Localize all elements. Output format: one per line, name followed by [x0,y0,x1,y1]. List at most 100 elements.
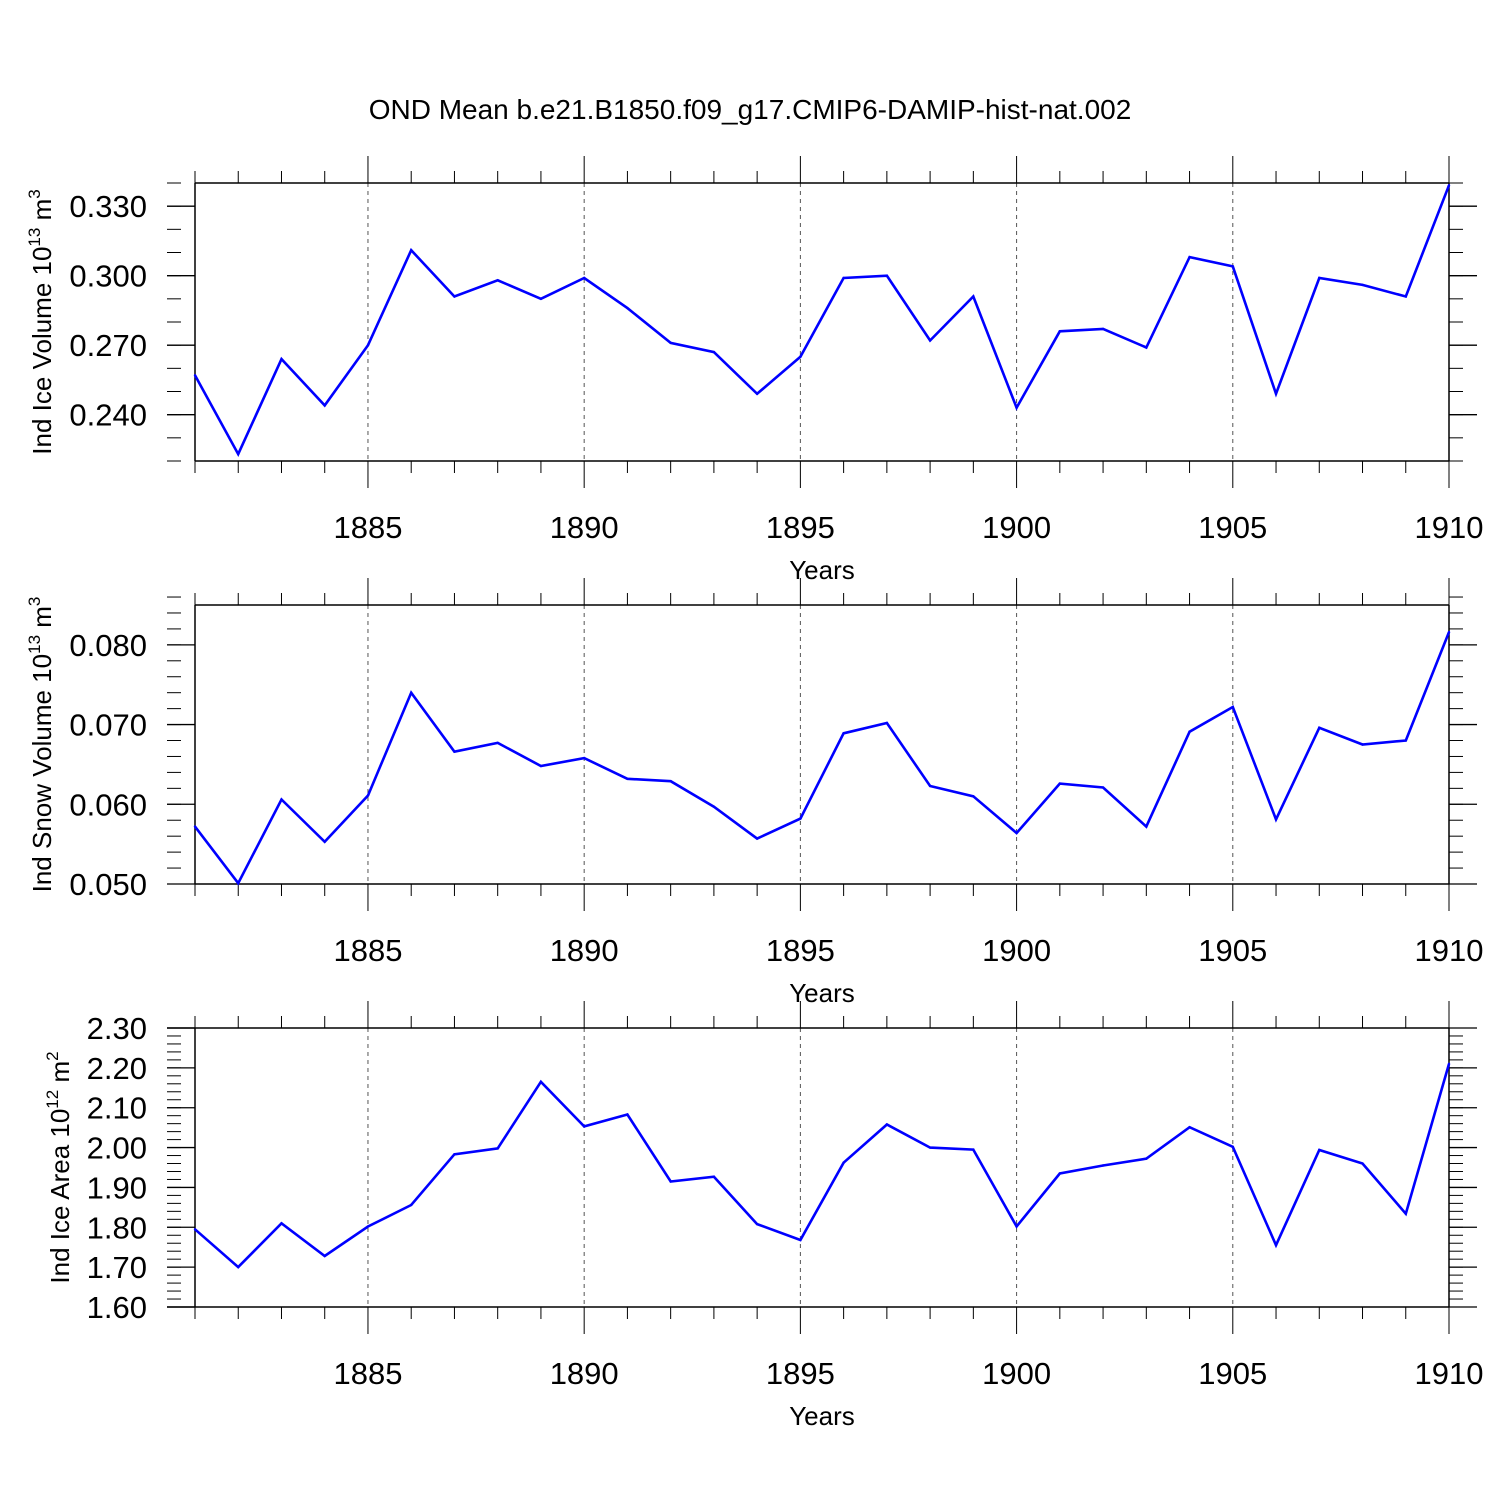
data-point [1058,782,1062,785]
x-tick-label: 1900 [982,933,1051,968]
data-point [1447,630,1451,634]
x-axis-label: Years [789,978,855,1008]
data-point [842,732,845,735]
series-line [194,1063,1451,1269]
data-point [1447,184,1451,187]
data-point [928,339,932,342]
data-point [237,882,240,885]
data-point [972,795,975,798]
y-tick-label: 1.70 [87,1250,147,1285]
data-point [1101,327,1105,331]
data-point [626,1113,629,1116]
data-point [1058,330,1062,333]
y-axis-label-exponent: 13 [25,635,44,654]
x-tick-label: 1890 [550,510,619,545]
x-tick-label: 1895 [766,1356,835,1391]
x-tick-label: 1910 [1415,1356,1484,1391]
data-point [1145,1157,1148,1160]
y-axis-label: Ind Snow Volume 1013 m3 [25,597,57,893]
x-axis-label: Years [789,1401,855,1431]
data-point [626,306,629,310]
data-point [1274,1244,1278,1247]
data-point [842,1161,845,1164]
chart-panel-3: 1885 1890 1895 1900 1905 1910 Years 1.60 1.70 1.8… [43,1001,1483,1431]
y-tick-label: 0.050 [69,867,147,902]
data-point [1274,818,1278,821]
chart-panels: 1885 1890 1895 1900 1905 1910 Years 0.240 0.270 0… [25,156,1483,1431]
data-point [1145,825,1148,828]
x-tick-label: 1885 [333,933,402,968]
data-point [712,350,716,354]
y-axis-label: Ind Ice Area 1012 m2 [43,1051,75,1283]
data-point [410,1203,413,1207]
y-axis-label-unit: m [27,606,57,635]
data-point [885,274,889,277]
y-tick-label: 1.80 [87,1210,147,1245]
data-point [1101,1164,1105,1167]
x-tick-label: 1895 [766,510,835,545]
data-point [193,1228,197,1231]
data-point [1404,739,1407,742]
data-point [280,798,283,801]
data-point [626,777,629,780]
y-tick-label: 0.070 [69,708,147,743]
data-point [193,374,197,377]
data-point [1318,276,1321,280]
x-tick-label: 1905 [1198,933,1267,968]
y-tick-label: 2.20 [87,1051,147,1086]
y-axis-label-exponent: 13 [25,228,44,247]
data-point [582,1125,586,1128]
y-axis-label-main: Ind Ice Volume 10 [27,247,57,455]
data-point [972,1148,975,1151]
data-point [1447,1062,1451,1066]
data-point [1145,346,1148,349]
data-point [366,1225,370,1228]
data-point [496,741,499,745]
data-point [669,1180,672,1183]
data-point [539,764,543,768]
data-point [453,1153,456,1156]
data-point [1404,295,1407,298]
x-tick-label: 1900 [982,1356,1051,1391]
data-point [496,1147,499,1150]
data-point [366,794,370,797]
y-axis-label-unit-exponent: 3 [25,597,44,606]
data-point [1361,1162,1364,1165]
data-point [582,276,586,280]
data-point [755,392,759,396]
data-point [280,1222,283,1225]
series-line [193,184,1451,457]
chart-panel-1: 1885 1890 1895 1900 1905 1910 Years 0.240 0.270 0… [25,156,1483,585]
x-tick-label: 1885 [333,1356,402,1391]
x-tick-label: 1890 [550,933,619,968]
y-tick-label: 0.240 [69,398,147,433]
data-point [582,756,586,760]
y-axis-label-unit: m [45,1061,75,1090]
data-point [1188,730,1191,733]
data-point [1231,265,1234,268]
data-point [1318,1148,1321,1152]
data-point [669,779,672,783]
y-tick-label: 1.90 [87,1170,147,1205]
data-point [237,452,240,456]
series-line [193,631,1451,886]
data-point [453,750,456,753]
data-point [237,1265,240,1269]
y-tick-label: 0.330 [69,189,147,224]
data-point [1318,726,1321,729]
data-point [928,784,932,788]
data-point [323,1254,326,1258]
data-point [323,840,326,843]
data-point [1015,831,1018,835]
data-point [928,1146,932,1149]
data-point [539,1080,543,1084]
data-point [712,805,716,808]
data-point [1274,392,1278,396]
x-tick-label: 1890 [550,1356,619,1391]
data-point [755,1222,759,1226]
y-axis-label-unit-exponent: 2 [43,1051,62,1060]
data-point [885,1123,889,1126]
y-tick-label: 2.00 [87,1131,147,1166]
chart-title: OND Mean b.e21.B1850.f09_g17.CMIP6-DAMIP… [369,94,1132,125]
